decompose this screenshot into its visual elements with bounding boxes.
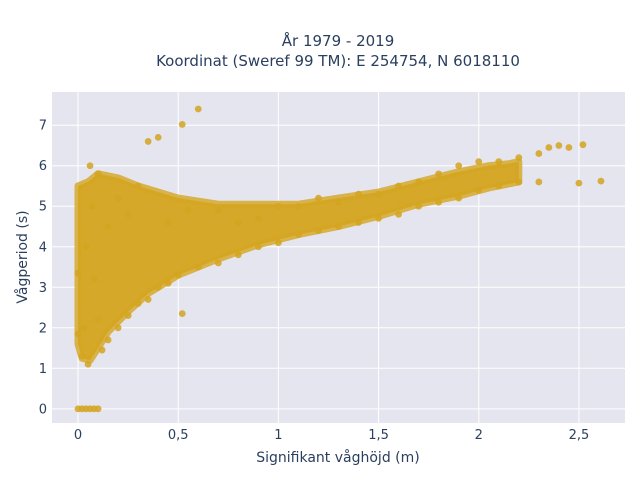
data-point bbox=[124, 312, 132, 320]
data-point bbox=[455, 194, 463, 202]
y-tick-label: 6 bbox=[39, 159, 47, 174]
x-tick-label: 2,5 bbox=[569, 428, 590, 443]
data-point bbox=[90, 275, 98, 283]
data-point bbox=[435, 170, 443, 178]
data-point bbox=[74, 330, 82, 338]
data-point bbox=[579, 141, 587, 149]
data-point bbox=[234, 219, 242, 226]
x-tick-label: 1,5 bbox=[368, 428, 389, 443]
data-point bbox=[475, 158, 483, 166]
data-point bbox=[355, 190, 362, 198]
y-axis-label: Vågperiod (s) bbox=[14, 210, 31, 303]
data-point bbox=[94, 405, 102, 413]
grid-lines bbox=[52, 92, 625, 423]
x-tick-label: 1 bbox=[274, 428, 282, 443]
x-axis-ticks: 0 0,5 1 1,5 2 2,5 bbox=[74, 428, 589, 443]
x-tick-label: 0,5 bbox=[168, 428, 189, 443]
data-point bbox=[254, 243, 262, 251]
data-point bbox=[184, 206, 192, 214]
data-point bbox=[335, 198, 342, 206]
data-point bbox=[415, 202, 423, 210]
data-point bbox=[545, 144, 553, 151]
data-point bbox=[134, 300, 142, 307]
data-point bbox=[495, 158, 503, 166]
data-point bbox=[295, 202, 302, 210]
data-point bbox=[535, 178, 543, 186]
data-point bbox=[82, 243, 90, 251]
data-point bbox=[274, 239, 282, 247]
data-point bbox=[565, 144, 573, 151]
data-point bbox=[455, 162, 463, 170]
y-tick-label: 7 bbox=[39, 119, 47, 134]
y-tick-label: 0 bbox=[39, 402, 47, 417]
data-point bbox=[234, 251, 242, 259]
data-point bbox=[80, 324, 88, 332]
data-point bbox=[274, 202, 282, 210]
y-axis-ticks: 0 1 2 3 4 5 6 7 bbox=[39, 119, 47, 418]
data-point bbox=[104, 223, 112, 230]
data-point bbox=[335, 223, 342, 230]
data-point bbox=[395, 182, 403, 190]
y-tick-label: 4 bbox=[39, 240, 47, 255]
data-point bbox=[74, 269, 82, 277]
data-point bbox=[78, 352, 86, 360]
data-point bbox=[114, 324, 122, 332]
y-tick-label: 1 bbox=[39, 362, 47, 377]
data-point bbox=[134, 182, 142, 190]
data-point bbox=[194, 263, 202, 271]
data-point bbox=[86, 162, 94, 170]
data-point bbox=[355, 219, 362, 226]
data-point bbox=[194, 105, 202, 113]
data-point bbox=[84, 360, 92, 368]
data-point bbox=[164, 279, 172, 287]
data-point bbox=[214, 206, 222, 214]
data-point bbox=[98, 346, 106, 354]
data-point bbox=[178, 310, 186, 318]
data-point bbox=[124, 210, 132, 218]
data-point bbox=[375, 190, 382, 198]
data-point bbox=[104, 336, 112, 344]
y-tick-label: 5 bbox=[39, 200, 47, 215]
data-point bbox=[575, 179, 583, 187]
data-point bbox=[515, 154, 523, 162]
data-point bbox=[254, 215, 262, 222]
x-tick-label: 0 bbox=[74, 428, 82, 443]
data-point bbox=[144, 296, 152, 303]
data-point bbox=[435, 198, 443, 206]
data-point bbox=[475, 186, 483, 194]
data-point bbox=[174, 271, 182, 279]
x-tick-label: 2 bbox=[475, 428, 483, 443]
chart-title: År 1979 - 2019 bbox=[282, 31, 395, 50]
data-point bbox=[597, 177, 605, 185]
data-points bbox=[74, 105, 605, 413]
data-point bbox=[395, 210, 403, 218]
data-point bbox=[164, 219, 172, 226]
data-point bbox=[315, 194, 322, 202]
data-point bbox=[495, 182, 503, 190]
data-point bbox=[315, 227, 322, 234]
data-point bbox=[375, 215, 382, 222]
data-point bbox=[555, 142, 563, 149]
y-tick-label: 3 bbox=[39, 281, 47, 296]
data-point bbox=[295, 231, 302, 239]
data-point bbox=[154, 283, 162, 291]
data-point bbox=[535, 150, 543, 157]
y-tick-label: 2 bbox=[39, 321, 47, 336]
data-point bbox=[114, 194, 122, 202]
data-point bbox=[94, 316, 102, 324]
data-point bbox=[415, 178, 423, 186]
data-point bbox=[88, 202, 96, 210]
data-point bbox=[178, 121, 186, 128]
data-point bbox=[144, 138, 152, 145]
data-point bbox=[515, 178, 523, 186]
x-axis-label: Signifikant våghöjd (m) bbox=[256, 449, 419, 466]
data-point bbox=[214, 259, 222, 267]
data-point bbox=[154, 133, 162, 141]
data-point bbox=[94, 170, 102, 178]
chart-subtitle: Koordinat (Sweref 99 TM): E 254754, N 60… bbox=[156, 52, 520, 70]
